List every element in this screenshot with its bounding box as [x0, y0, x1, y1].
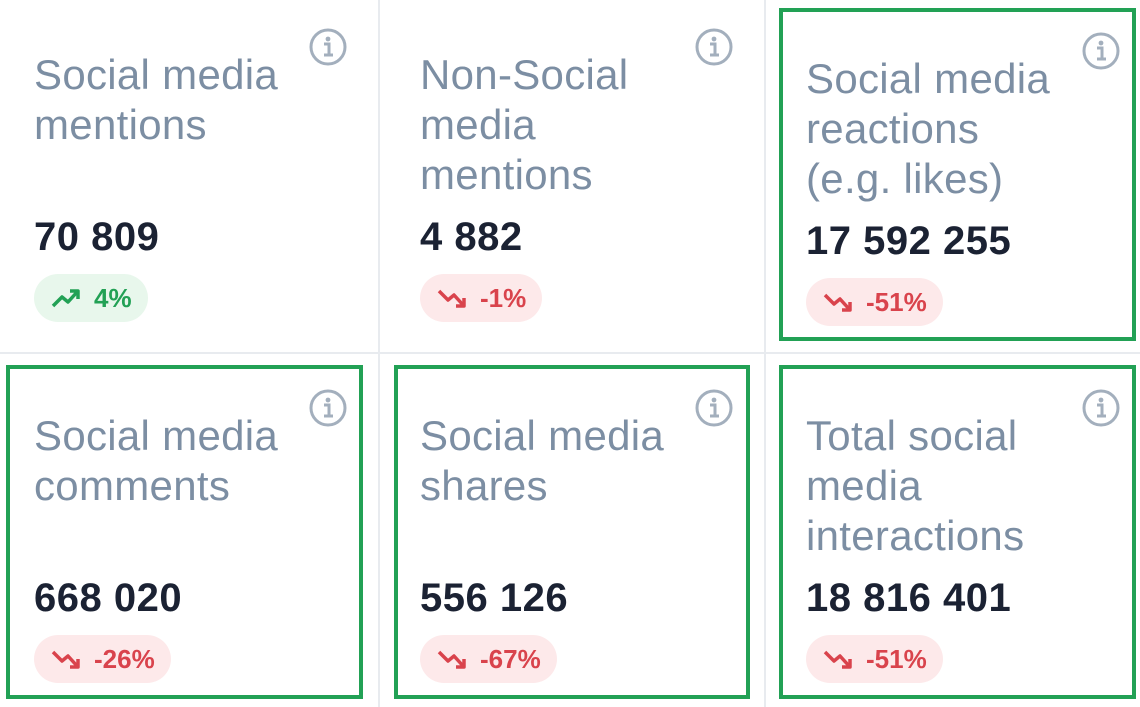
metric-title: Social media comments — [34, 412, 279, 509]
metric-card-social-media-shares: Social media shares 556 126 -67% — [394, 365, 750, 699]
metric-value: 70 809 — [34, 215, 160, 259]
change-value: -51% — [866, 643, 927, 674]
metric-card-non-social-media-mentions: Non-Social media mentions 4 882 -1% — [380, 0, 764, 352]
metric-value: 18 816 401 — [806, 576, 1012, 620]
change-value: -67% — [480, 643, 541, 674]
info-icon[interactable] — [694, 388, 734, 428]
info-icon[interactable] — [1081, 388, 1121, 428]
change-badge: -51% — [806, 278, 943, 326]
change-badge: -51% — [806, 635, 943, 683]
change-badge: -1% — [420, 274, 543, 322]
metric-card-social-media-comments: Social media comments 668 020 -26% — [6, 365, 363, 699]
metric-title: Social media reactions (e.g. likes) — [806, 55, 1051, 202]
metric-title: Non-Social media mentions — [420, 51, 629, 198]
grid-divider — [0, 352, 1140, 354]
trending-down-icon — [823, 293, 852, 312]
change-value: -51% — [866, 286, 927, 317]
metric-value: 4 882 — [420, 215, 523, 259]
metric-value: 17 592 255 — [806, 219, 1012, 263]
info-icon[interactable] — [308, 388, 348, 428]
metric-title: Total social media interactions — [806, 412, 1025, 559]
change-badge: 4% — [34, 274, 148, 322]
metric-card-social-media-mentions: Social media mentions 70 809 4% — [0, 0, 378, 352]
trending-down-icon — [823, 650, 852, 669]
change-badge: -67% — [420, 635, 557, 683]
change-value: -1% — [480, 282, 527, 313]
info-icon[interactable] — [694, 27, 734, 67]
change-value: -26% — [94, 643, 155, 674]
info-icon[interactable] — [1081, 31, 1121, 71]
trending-down-icon — [437, 289, 466, 308]
metric-title: Social media shares — [420, 412, 665, 509]
metric-value: 668 020 — [34, 576, 183, 620]
metric-card-total-social-media-interactions: Total social media interactions 18 816 4… — [779, 365, 1136, 699]
change-value: 4% — [94, 282, 132, 313]
trending-down-icon — [51, 650, 80, 669]
trending-up-icon — [51, 289, 80, 308]
metric-card-social-media-reactions: Social media reactions (e.g. likes) 17 5… — [779, 8, 1136, 341]
metric-title: Social media mentions — [34, 51, 279, 148]
change-badge: -26% — [34, 635, 171, 683]
trending-down-icon — [437, 650, 466, 669]
metric-value: 556 126 — [420, 576, 569, 620]
info-icon[interactable] — [308, 27, 348, 67]
